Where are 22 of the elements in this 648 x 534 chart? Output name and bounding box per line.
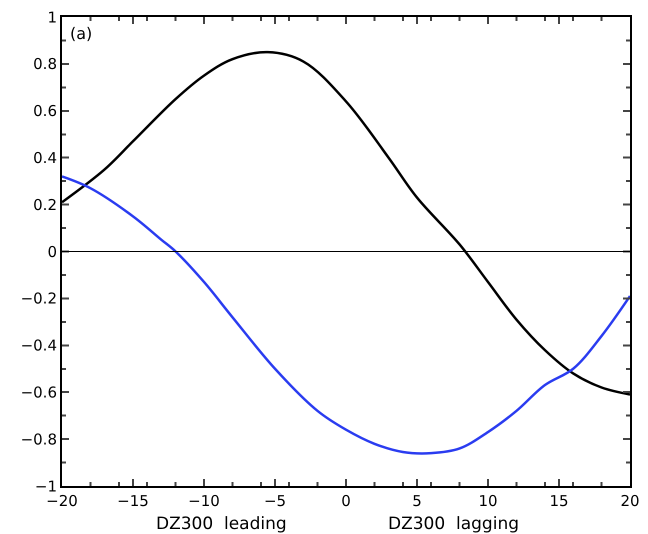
y-tick-label: 0: [47, 242, 57, 261]
y-tick-label: −0.8: [20, 430, 57, 448]
y-tick-label: −0.4: [20, 336, 57, 355]
x-tick-label: 10: [478, 492, 498, 510]
x-tick-label: −15: [117, 492, 149, 510]
y-tick-label: 0.6: [33, 102, 57, 120]
text: DZ300 leading: [156, 514, 287, 534]
x-tick-label: −5: [264, 492, 286, 510]
y-tick-label: 0.8: [33, 55, 57, 74]
y-tick-label: 0.4: [33, 148, 57, 167]
y-tick-label: −0.6: [20, 383, 57, 402]
line-series: [62, 175, 630, 455]
x-tick-label: 0: [341, 492, 351, 510]
y-tick-label: 0.2: [33, 196, 57, 214]
y-tick-label: 1: [47, 8, 57, 26]
y-tick-label: −0.2: [20, 290, 57, 308]
text: DZ300 lagging: [388, 514, 520, 534]
x-tick-label: 20: [620, 492, 640, 510]
x-tick-label: −10: [188, 492, 220, 510]
annotation: (a): [70, 24, 92, 43]
x-tick-label: 15: [549, 492, 569, 510]
x-tick-label: 5: [412, 492, 422, 510]
